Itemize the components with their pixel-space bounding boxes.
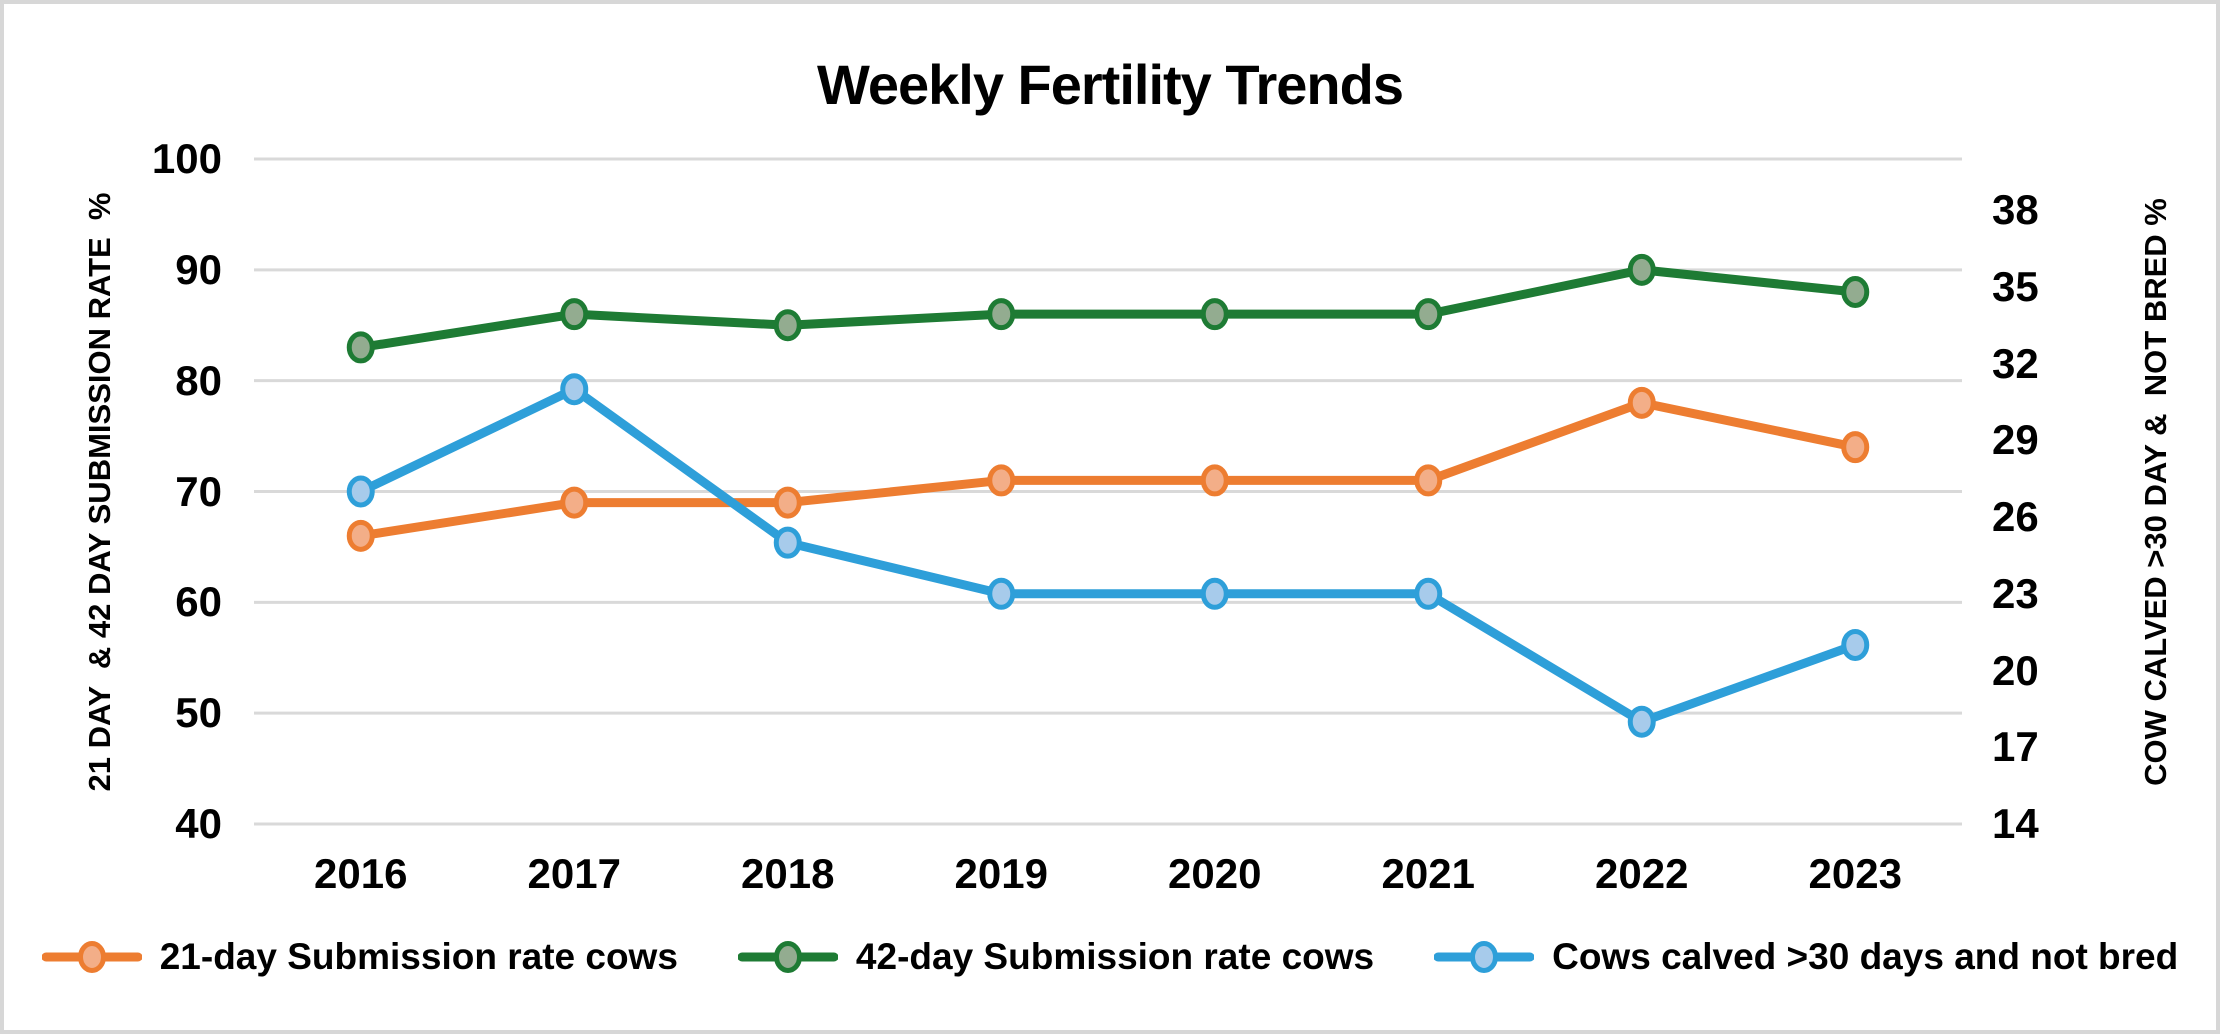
- data-point-marker: [1414, 464, 1443, 497]
- data-point-marker: [346, 331, 375, 364]
- data-point-marker: [560, 373, 589, 406]
- data-point-marker: [1841, 276, 1870, 308]
- left-y-tick-label: 40: [175, 800, 222, 847]
- series-line-0: [356, 398, 1860, 541]
- right-y-axis-title: COW CALVED >30 DAY & NOT BRED %: [2138, 198, 2173, 786]
- legend-label: 42-day Submission rate cows: [855, 936, 1375, 977]
- x-tick-label: 2021: [1381, 850, 1475, 897]
- data-point-marker: [773, 309, 802, 342]
- legend-label: 21-day Submission rate cows: [159, 936, 678, 977]
- data-point-marker: [1200, 298, 1229, 331]
- data-point-marker: [560, 298, 589, 331]
- right-y-tick-label: 14: [1992, 800, 2039, 847]
- legend-item: 42-day Submission rate cows: [737, 936, 1375, 978]
- legend: 21-day Submission rate cows 42-day Submis…: [4, 936, 2216, 978]
- data-point-marker: [1841, 431, 1870, 464]
- data-point-marker: [1627, 705, 1656, 738]
- legend-item: Cows calved >30 days and not bred: [1434, 936, 2178, 978]
- data-point-marker: [773, 486, 802, 519]
- left-y-tick-label: 50: [175, 689, 222, 737]
- legend-marker-icon: [737, 941, 838, 973]
- right-y-tick-label: 17: [1992, 723, 2039, 771]
- legend-marker-icon: [41, 941, 142, 973]
- x-tick-label: 2022: [1595, 850, 1689, 897]
- left-y-tick-label: 100: [151, 135, 222, 182]
- x-tick-label: 2017: [527, 850, 621, 897]
- data-point-marker: [346, 519, 375, 552]
- data-point-marker: [1200, 577, 1229, 610]
- x-tick-label: 2016: [314, 850, 408, 897]
- x-tick-label: 2019: [954, 850, 1048, 897]
- chart-title: Weekly Fertility Trends: [817, 53, 1404, 116]
- data-point-marker: [987, 298, 1016, 331]
- legend-marker-icon: [1434, 941, 1535, 973]
- left-y-tick-label: 80: [175, 356, 222, 404]
- data-point-marker: [560, 486, 589, 519]
- data-point-marker: [1627, 386, 1656, 419]
- right-y-tick-label: 29: [1992, 416, 2039, 464]
- data-point-marker: [987, 464, 1016, 497]
- right-y-tick-label: 32: [1992, 339, 2039, 387]
- data-point-marker: [1841, 628, 1870, 661]
- data-point-marker: [1414, 298, 1443, 331]
- legend-item: 21-day Submission rate cows: [41, 936, 678, 978]
- right-y-tick-label: 23: [1992, 569, 2039, 617]
- series-line-1: [356, 265, 1860, 352]
- data-point-marker: [1414, 577, 1443, 610]
- right-y-tick-label: 20: [1992, 646, 2039, 694]
- plot-area: [254, 157, 1962, 826]
- right-y-tick-label: 35: [1992, 262, 2039, 310]
- right-y-tick-label: 26: [1992, 493, 2039, 541]
- data-point-marker: [773, 526, 802, 559]
- legend-label: Cows calved >30 days and not bred: [1552, 936, 2179, 977]
- data-point-marker: [1200, 464, 1229, 497]
- data-point-marker: [987, 577, 1016, 610]
- x-tick-label: 2018: [741, 850, 835, 897]
- series-line-2: [356, 384, 1860, 727]
- right-y-tick-label: 38: [1992, 186, 2039, 234]
- data-point-marker: [346, 475, 375, 508]
- left-y-tick-label: 70: [175, 467, 222, 515]
- left-y-tick-label: 90: [175, 245, 222, 293]
- data-point-marker: [1627, 253, 1656, 286]
- left-y-tick-label: 60: [175, 578, 222, 626]
- x-tick-label: 2020: [1168, 850, 1262, 897]
- x-tick-label: 2023: [1808, 850, 1902, 897]
